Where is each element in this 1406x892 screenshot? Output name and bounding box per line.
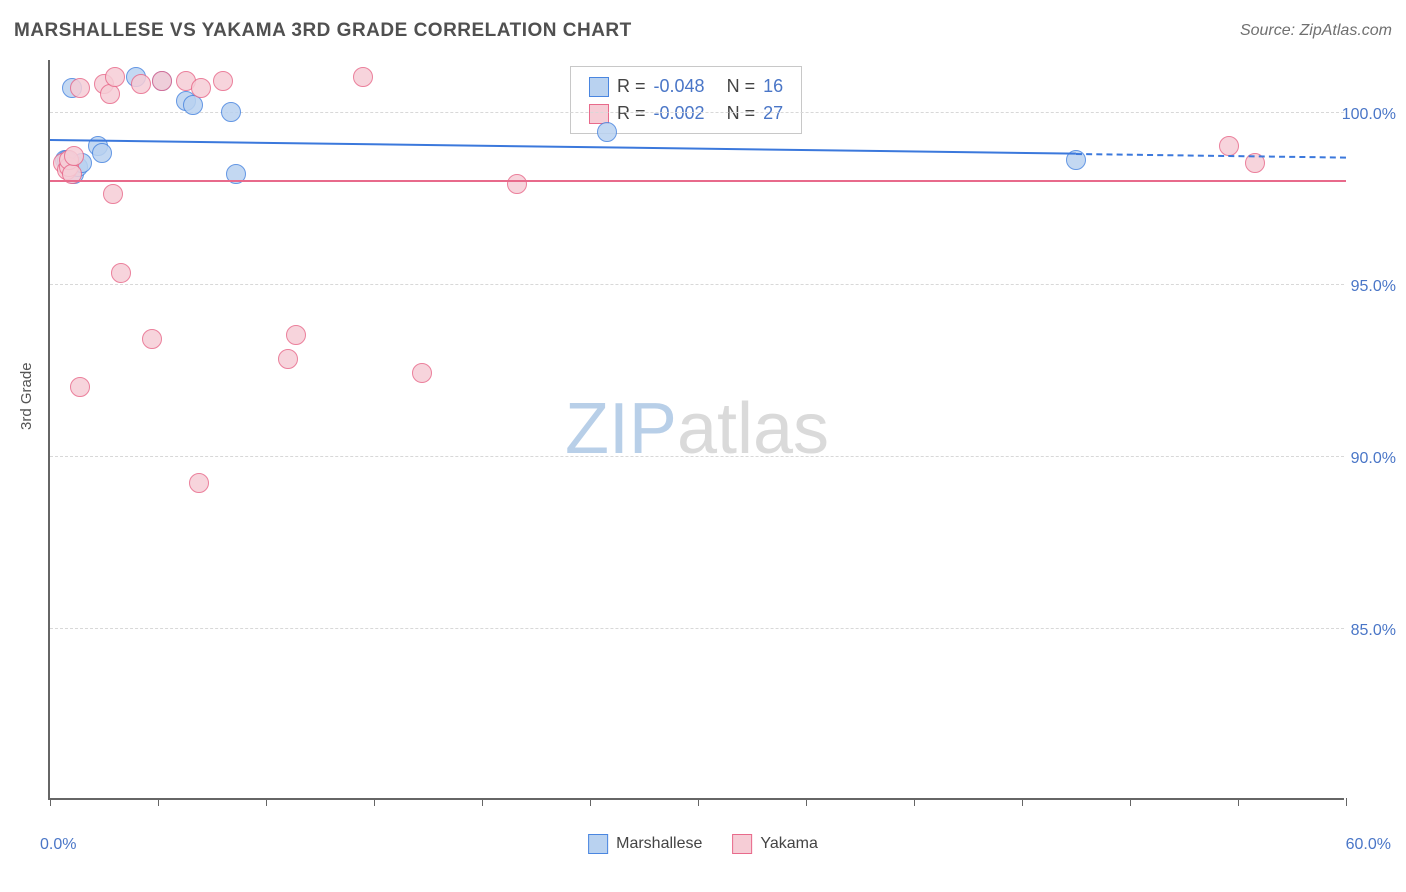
trend-line (1076, 153, 1346, 159)
x-tick (698, 798, 699, 806)
data-point (191, 78, 211, 98)
data-point (70, 78, 90, 98)
x-tick (374, 798, 375, 806)
data-point (221, 102, 241, 122)
chart-title: MARSHALLESE VS YAKAMA 3RD GRADE CORRELAT… (14, 20, 632, 42)
x-tick (1130, 798, 1131, 806)
data-point (189, 473, 209, 493)
data-point (142, 329, 162, 349)
scatter-plot-area: ZIPatlas R = -0.048N = 16R = -0.002N = 2… (48, 60, 1344, 800)
x-tick (1022, 798, 1023, 806)
series-legend: Marshallese Yakama (588, 834, 818, 854)
data-point (183, 95, 203, 115)
watermark: ZIPatlas (565, 388, 829, 470)
data-point (103, 184, 123, 204)
gridline (50, 112, 1344, 113)
x-tick (482, 798, 483, 806)
data-point (152, 71, 172, 91)
data-point (100, 84, 120, 104)
trend-line (50, 180, 1346, 182)
trend-line (50, 139, 1076, 155)
data-point (92, 143, 112, 163)
legend-swatch (589, 77, 609, 97)
legend-swatch (732, 834, 752, 854)
x-tick (1346, 798, 1347, 806)
x-axis-max-label: 60.0% (1346, 836, 1391, 854)
legend-row: R = -0.002N = 27 (589, 100, 783, 127)
legend-row: R = -0.048N = 16 (589, 73, 783, 100)
legend-item: Marshallese (588, 834, 702, 854)
data-point (213, 71, 233, 91)
legend-swatch (589, 104, 609, 124)
y-tick-label: 85.0% (1351, 622, 1396, 640)
x-tick (266, 798, 267, 806)
x-tick (914, 798, 915, 806)
data-point (286, 325, 306, 345)
data-point (353, 67, 373, 87)
x-tick (50, 798, 51, 806)
data-point (278, 349, 298, 369)
data-point (111, 263, 131, 283)
data-point (64, 146, 84, 166)
x-tick (1238, 798, 1239, 806)
data-point (507, 174, 527, 194)
y-axis-label: 3rd Grade (18, 362, 35, 430)
x-tick (590, 798, 591, 806)
legend-item: Yakama (732, 834, 818, 854)
gridline (50, 628, 1344, 629)
legend-swatch (588, 834, 608, 854)
data-point (597, 122, 617, 142)
legend-label: Marshallese (616, 835, 702, 853)
data-point (131, 74, 151, 94)
gridline (50, 456, 1344, 457)
data-point (70, 377, 90, 397)
data-point (105, 67, 125, 87)
y-tick-label: 100.0% (1342, 106, 1396, 124)
x-axis-min-label: 0.0% (40, 836, 76, 854)
y-tick-label: 95.0% (1351, 278, 1396, 296)
x-tick (806, 798, 807, 806)
data-point (1219, 136, 1239, 156)
gridline (50, 284, 1344, 285)
y-tick-label: 90.0% (1351, 450, 1396, 468)
legend-label: Yakama (760, 835, 818, 853)
x-tick (158, 798, 159, 806)
data-point (412, 363, 432, 383)
source-attribution: Source: ZipAtlas.com (1240, 22, 1392, 40)
